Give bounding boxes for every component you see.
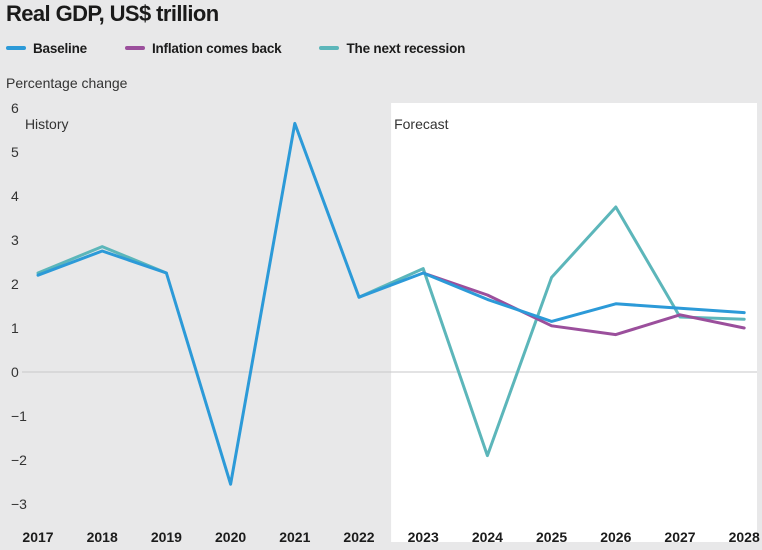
region-forecast	[391, 103, 757, 542]
y-tick-label: 6	[11, 100, 19, 116]
y-tick-label: −1	[11, 408, 27, 424]
x-tick-label: 2020	[215, 529, 246, 545]
legend-swatch-recession	[319, 46, 340, 50]
legend-label-inflation: Inflation comes back	[151, 40, 282, 56]
legend-label-baseline: Baseline	[33, 40, 87, 56]
chart-title: Real GDP, US$ trillion	[6, 1, 219, 26]
y-tick-label: 2	[11, 276, 19, 292]
y-tick-label: 1	[11, 320, 19, 336]
series-line-baseline	[36, 121, 746, 486]
y-tick-label: 0	[11, 364, 19, 380]
x-tick-label: 2025	[536, 529, 567, 545]
region-history	[21, 103, 392, 542]
y-tick-label: −3	[11, 496, 27, 512]
region-label-forecast: Forecast	[394, 116, 449, 132]
y-tick-label: 3	[11, 232, 19, 248]
legend-label-recession: The next recession	[346, 40, 466, 56]
x-tick-label: 2024	[472, 529, 503, 545]
x-tick-label: 2017	[22, 529, 53, 545]
legend-item-recession: The next recession	[319, 41, 465, 56]
x-tick-label: 2019	[151, 529, 182, 545]
x-tick-label: 2023	[408, 529, 439, 545]
legend-swatch-baseline	[6, 46, 26, 50]
x-tick-label: 2021	[279, 529, 310, 545]
series-line-inflation-comes-back	[421, 271, 746, 337]
x-tick-label: 2018	[87, 529, 118, 545]
x-tick-label: 2022	[343, 529, 374, 545]
x-tick-label: 2026	[600, 529, 631, 545]
y-tick-label: 4	[11, 188, 19, 204]
legend-item-baseline: Baseline	[6, 41, 87, 56]
legend: Baseline Inflation comes back The next r…	[6, 39, 503, 57]
legend-swatch-inflation	[124, 46, 145, 50]
x-tick-label: 2027	[664, 529, 695, 545]
y-tick-label: 5	[11, 144, 19, 160]
x-tick-label: 2028	[729, 529, 760, 545]
y-axis-title: Percentage change	[6, 75, 128, 91]
region-label-history: History	[25, 116, 69, 132]
legend-item-inflation: Inflation comes back	[124, 40, 282, 56]
y-tick-label: −2	[11, 452, 27, 468]
